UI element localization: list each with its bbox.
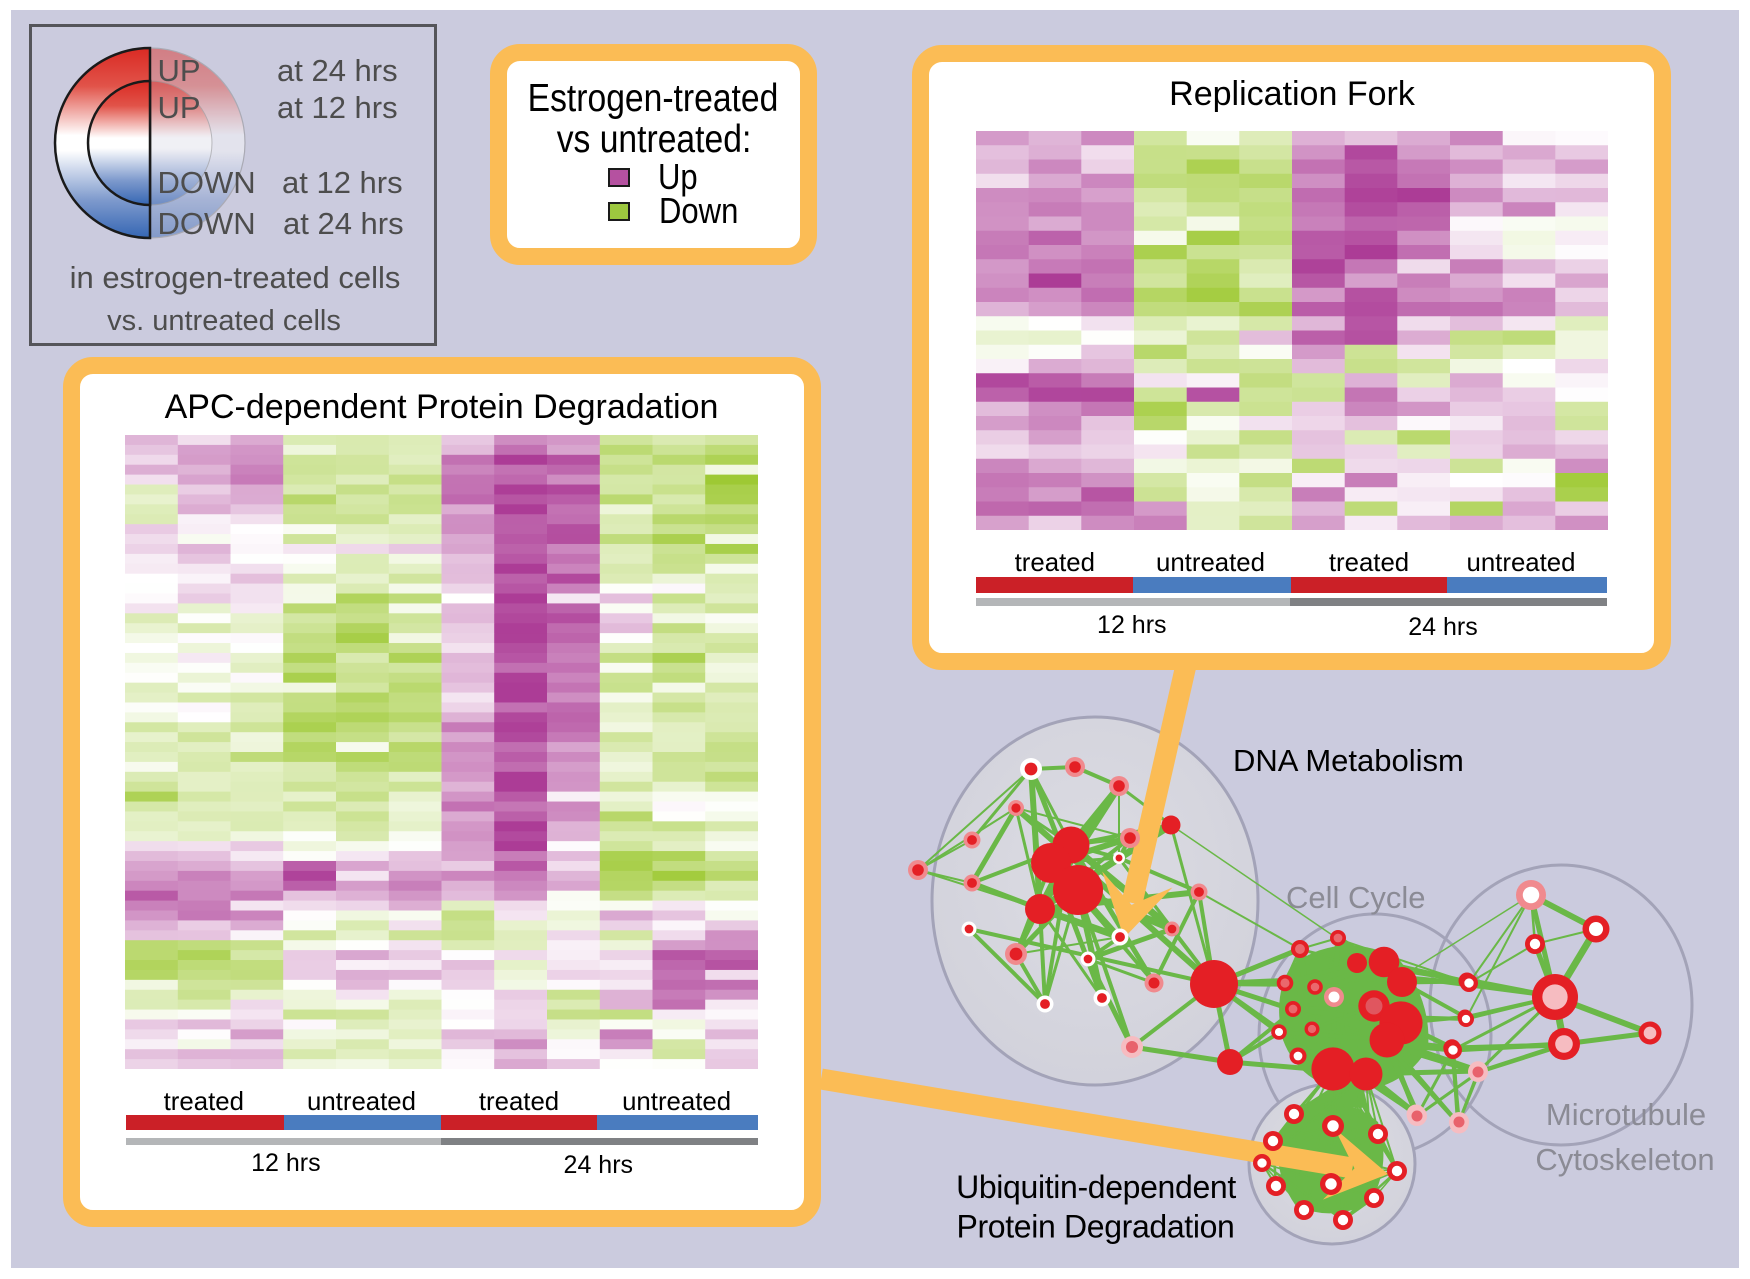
svg-text:Cell Cycle: Cell Cycle <box>1286 880 1426 915</box>
svg-text:Microtubule: Microtubule <box>1546 1097 1706 1132</box>
svg-text:Ubiquitin-dependent: Ubiquitin-dependent <box>956 1169 1236 1205</box>
svg-text:DNA Metabolism: DNA Metabolism <box>1233 743 1464 778</box>
svg-text:Cytoskeleton: Cytoskeleton <box>1535 1142 1714 1177</box>
svg-text:Protein Degradation: Protein Degradation <box>957 1209 1235 1245</box>
